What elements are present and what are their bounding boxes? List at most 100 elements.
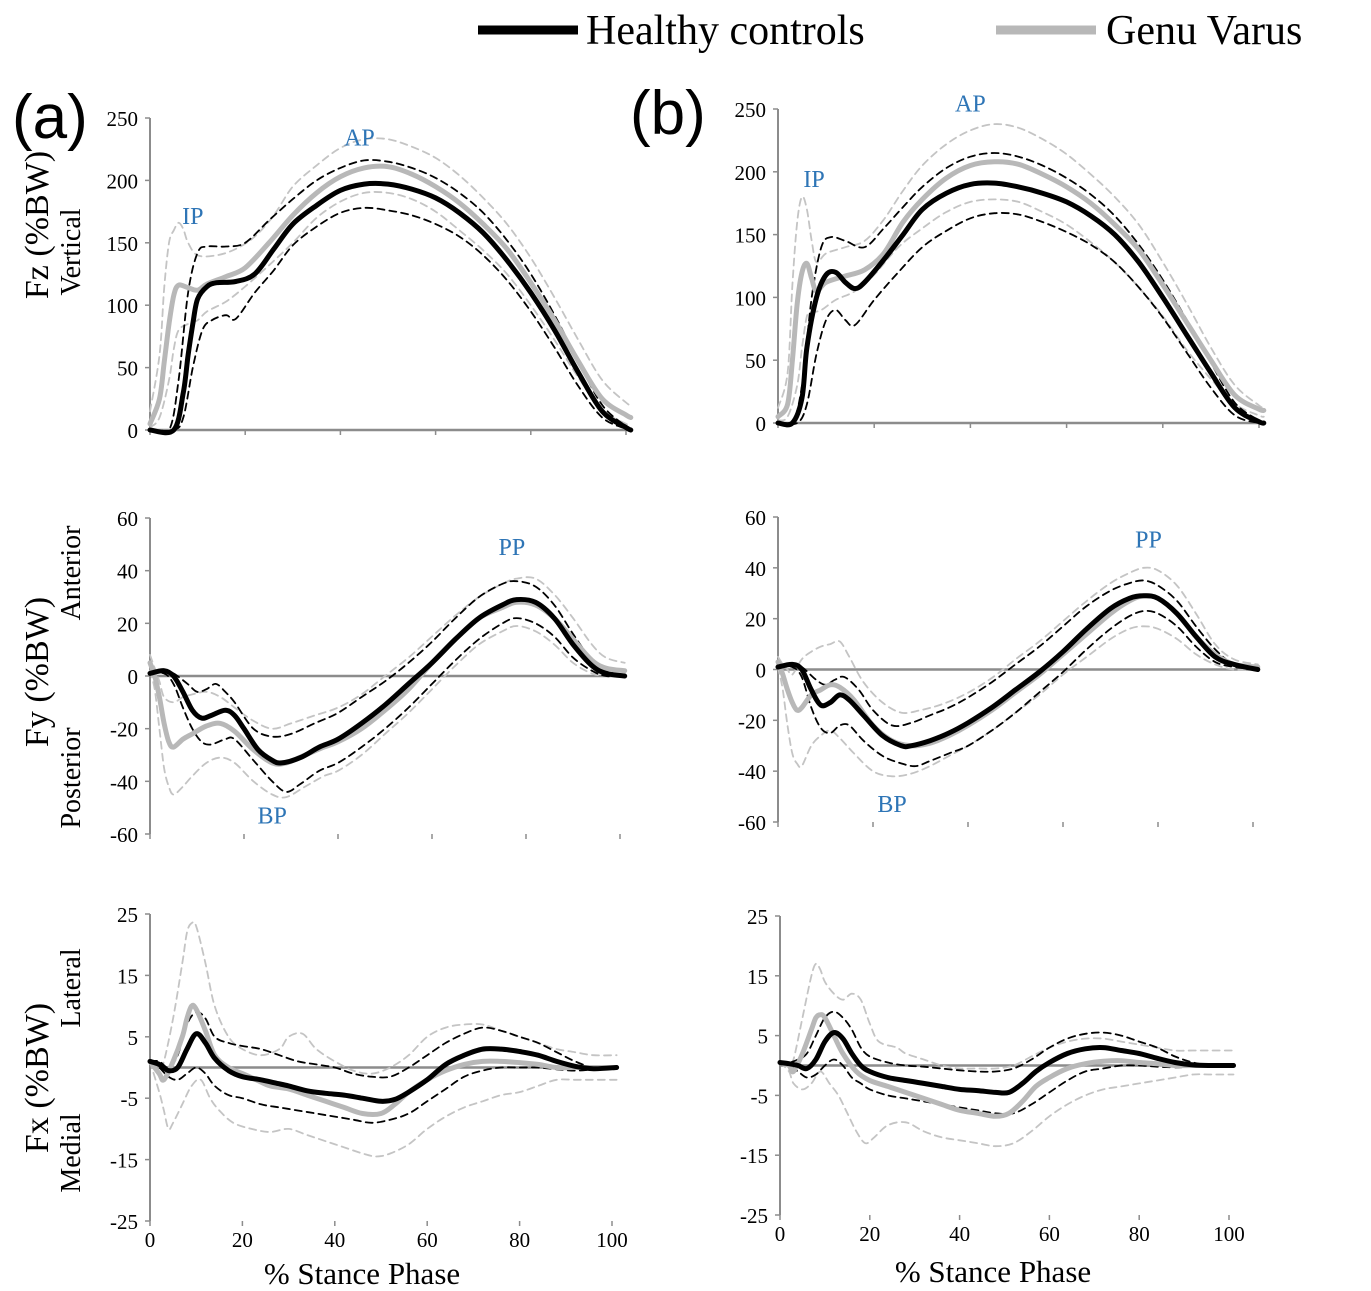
healthy-lower-line-fx-b: [779, 1058, 1235, 1115]
y-tick-label-fz-a: 100: [107, 294, 139, 318]
annotation-ap-fz-b: AP: [955, 92, 986, 118]
y-tick-label-fz-b: 100: [735, 286, 767, 310]
varus-lower-line-fx-b: [779, 1061, 1235, 1148]
varus-lower-line-fx-a: [149, 1060, 618, 1158]
healthy-mean-line-fx-a: [147, 1031, 620, 1104]
healthy-mean-line-fx-b: [777, 1030, 1236, 1096]
varus-mean-line-fz-b: [775, 159, 1267, 420]
y-tick-label-fz-a: 250: [107, 107, 139, 131]
x-tick-label-fx-b: 60: [1039, 1222, 1060, 1246]
chart-fx-a: -25 -15 -5 5 15 25 0 20 40 60 80 100: [110, 903, 628, 1252]
y-tick-label-fy-b: -60: [738, 811, 766, 835]
y-tick-label-fz-b: 250: [735, 98, 767, 122]
annotation-pp-fy-b: PP: [1135, 528, 1162, 554]
y-tick-label-fx-a: 5: [128, 1026, 139, 1050]
y-tick-label-fx-b: 25: [747, 905, 768, 929]
direction-label-anterior: Anterior: [56, 525, 87, 621]
direction-vertical: Vertical: [56, 208, 87, 295]
legend-label-healthy: Healthy controls: [586, 8, 865, 54]
y-tick-label-fy-b: -20: [738, 709, 766, 733]
legend: Healthy controls Genu Varus: [478, 8, 1302, 54]
x-tick-label-fx-a: 40: [324, 1228, 345, 1252]
y-tick-label-fz-a: 0: [128, 419, 139, 443]
varus-mean-line-fx-b: [777, 1012, 1236, 1119]
chart-fx-b: -25 -15 -5 5 15 25 0 20 40 60 80 100: [740, 905, 1245, 1246]
y-tick-label-fy-b: -40: [738, 760, 766, 784]
y-tick-label-fy-a: 40: [117, 560, 138, 584]
varus-upper-line-fz-a: [149, 137, 632, 413]
direction-label-vertical: Vertical: [56, 208, 87, 295]
x-tick-label-fx-a: 80: [509, 1228, 530, 1252]
healthy-lower-line-fz-a: [149, 206, 632, 432]
y-tick-label-fy-a: -40: [110, 770, 138, 794]
x-tick-label-fx-b: 0: [775, 1222, 786, 1246]
y-tick-label-fy-a: 60: [117, 507, 138, 531]
healthy-mean-line-fz-b: [775, 180, 1267, 428]
chart-fz-b: 0 50 100 150 200 250 IP AP: [735, 92, 1267, 436]
healthy-lower-line-fy-a: [149, 617, 626, 793]
direction-medial: Medial: [56, 1113, 87, 1193]
healthy-mean-line-fy-a: [147, 596, 628, 766]
varus-upper-line-fx-a: [149, 920, 618, 1075]
x-tick-label-fx-b: 100: [1213, 1222, 1245, 1246]
y-tick-label-fy-a: -20: [110, 718, 138, 742]
healthy-upper-line-fx-b: [779, 1010, 1235, 1073]
x-tick-label-fx-a: 20: [232, 1228, 253, 1252]
annotation-ip-fz-b: IP: [803, 167, 824, 193]
healthy-upper-line-fy-a: [149, 580, 626, 738]
y-tick-label-fy-b: 0: [756, 659, 767, 683]
x-tick-label-fx-b: 40: [949, 1222, 970, 1246]
x-tick-label-fx-b: 80: [1129, 1222, 1150, 1246]
varus-upper-line-fy-b: [777, 566, 1259, 714]
chart-fy-b: -60 -40 -20 0 20 40 60 BP PP: [738, 506, 1261, 835]
xlabel-a: % Stance Phase: [264, 1256, 460, 1291]
y-tick-label-fx-a: 15: [117, 964, 138, 988]
y-tick-label-fx-b: -5: [751, 1084, 769, 1108]
y-tick-label-fz-a: 200: [107, 169, 139, 193]
y-tick-label-fz-b: 50: [745, 349, 766, 373]
ylabel-fx: Fx (%BW): [19, 1003, 56, 1153]
direction-posterior: Posterior: [56, 727, 87, 829]
y-tick-label-fx-a: -25: [110, 1210, 138, 1234]
y-tick-label-fy-b: 20: [745, 608, 766, 632]
annotation-ip-fz-a: IP: [182, 204, 203, 230]
x-tick-label-fx-a: 100: [596, 1228, 628, 1252]
row-label-fy: Fy (%BW): [19, 597, 56, 747]
varus-upper-line-fx-b: [779, 962, 1235, 1070]
y-tick-label-fx-a: -15: [110, 1149, 138, 1173]
annotation-bp-fy-b: BP: [877, 792, 906, 818]
y-tick-label-fx-b: 15: [747, 965, 768, 989]
y-tick-label-fx-a: -5: [121, 1087, 139, 1111]
direction-lateral: Lateral: [56, 948, 87, 1027]
direction-anterior: Anterior: [56, 525, 87, 621]
varus-lower-line-fy-b: [777, 625, 1259, 778]
y-tick-label-fx-b: 5: [758, 1025, 769, 1049]
y-tick-label-fz-b: 0: [756, 412, 767, 436]
y-tick-label-fy-a: -60: [110, 823, 138, 847]
ylabel-fy: Fy (%BW): [19, 597, 56, 747]
row-label-fx: Fx (%BW): [19, 1003, 56, 1153]
y-tick-label-fy-a: 20: [117, 612, 138, 636]
varus-lower-line-fz-a: [149, 191, 632, 429]
panel-letter-a: (a): [12, 83, 88, 152]
direction-label-lateral: Lateral: [56, 948, 87, 1027]
y-tick-label-fz-b: 200: [735, 161, 767, 185]
healthy-mean-line-fz-a: [147, 180, 634, 436]
direction-label-posterior: Posterior: [56, 727, 87, 829]
y-tick-label-fx-b: -15: [740, 1144, 768, 1168]
healthy-lower-line-fx-a: [149, 1060, 618, 1124]
varus-lower-line-fy-a: [149, 625, 626, 799]
direction-label-medial: Medial: [56, 1113, 87, 1193]
annotation-pp-fy-a: PP: [499, 535, 526, 561]
chart-fy-a: -60 -40 -20 0 20 40 60 BP PP: [110, 507, 628, 847]
y-tick-label-fx-b: -25: [740, 1204, 768, 1228]
x-tick-label-fx-a: 60: [417, 1228, 438, 1252]
varus-upper-line-fy-a: [149, 576, 626, 730]
varus-upper-line-fz-b: [777, 123, 1265, 409]
y-tick-label-fz-a: 50: [117, 357, 138, 381]
legend-label-varus: Genu Varus: [1106, 8, 1302, 54]
healthy-upper-line-fy-b: [777, 579, 1259, 728]
xlabel-b: % Stance Phase: [895, 1254, 1091, 1289]
varus-mean-line-fx-a: [147, 1002, 620, 1118]
row-label-fz: Fz (%BW): [19, 151, 56, 299]
